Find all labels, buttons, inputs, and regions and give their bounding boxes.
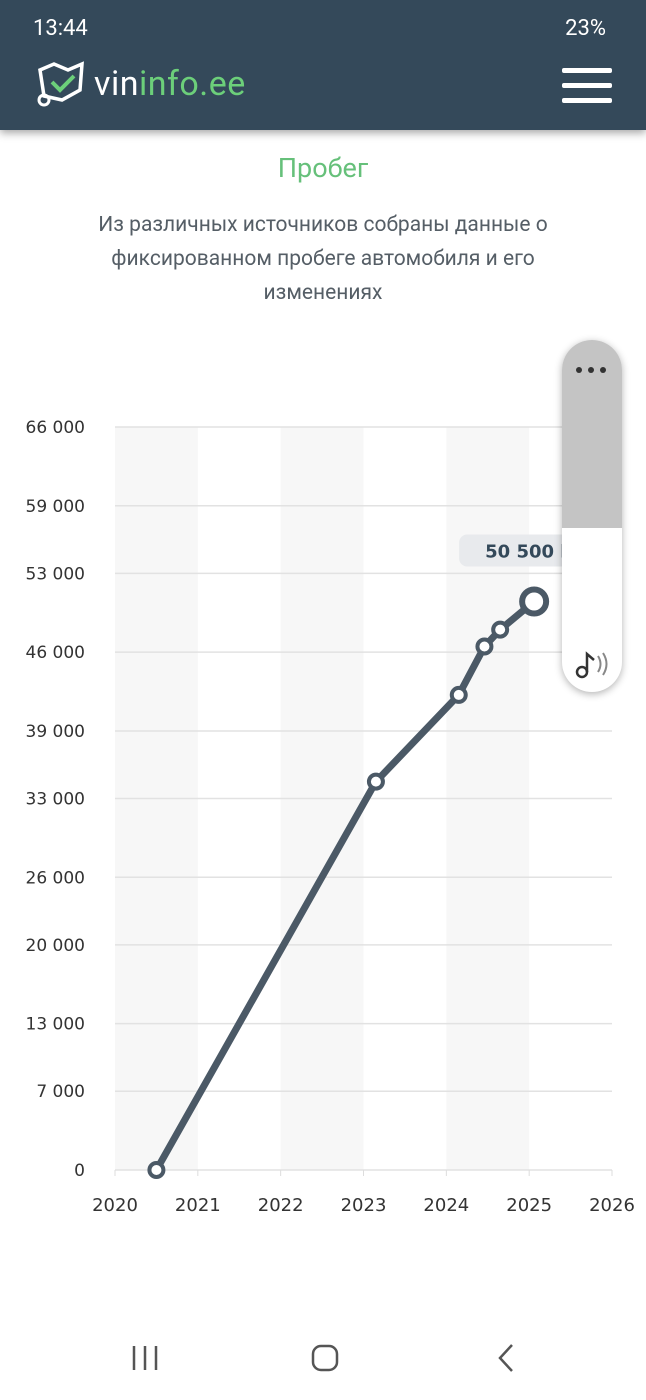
x-tick-label: 2022: [258, 1195, 304, 1216]
section-title: Пробег: [277, 152, 369, 184]
point: [519, 586, 550, 617]
x-tick-label: 2025: [506, 1195, 552, 1216]
x-tick-label: 2026: [589, 1195, 635, 1216]
logo-text: vin: [94, 64, 140, 104]
y-tick-label: 13 000: [26, 1015, 85, 1035]
x-tick-label: 2020: [92, 1195, 138, 1216]
nav-home[interactable]: [311, 1344, 339, 1372]
x-tick-label: 2021: [175, 1195, 221, 1216]
point: [491, 620, 510, 639]
y-tick-label: 39 000: [26, 722, 85, 742]
point: [449, 685, 468, 704]
nav-recents[interactable]: [132, 1346, 158, 1370]
logo-text: info.ee: [139, 64, 246, 104]
logo-icon: [37, 61, 84, 107]
section-description: Из различных источников собраны данные о…: [98, 213, 548, 305]
x-tick-label: 2023: [341, 1195, 387, 1216]
chart: 0 7 000 13 000 20 000 26 000 33 000 39 000 46 0…: [26, 418, 635, 1216]
status-battery: 23%: [565, 16, 606, 41]
y-tick-label: 59 000: [26, 497, 85, 517]
y-tick-label: 46 000: [26, 643, 85, 663]
y-tick-label: 26 000: [26, 868, 85, 888]
logo[interactable]: vininfo.ee: [94, 64, 246, 104]
y-tick-label: 20 000: [26, 936, 85, 956]
tooltip-box: [459, 534, 580, 567]
status-time: 13:44: [33, 16, 88, 41]
y-tick-label: 0: [74, 1161, 85, 1181]
menu-button[interactable]: [560, 66, 614, 106]
y-tick-label: 66 000: [26, 418, 85, 438]
nav-bar: [132, 1344, 513, 1372]
y-tick-label: 33 000: [26, 790, 85, 810]
point: [366, 772, 385, 791]
app-header: 13:44 23% vininfo.ee: [0, 0, 646, 130]
x-tick-label: 2024: [423, 1195, 469, 1216]
point: [147, 1161, 166, 1179]
y-tick-label: 7 000: [36, 1082, 85, 1102]
y-tick-label: 53 000: [26, 564, 85, 584]
data-label: 50 500 k: [485, 541, 573, 562]
nav-back[interactable]: [498, 1344, 513, 1372]
point: [475, 637, 494, 656]
widget-icons: [575, 367, 608, 679]
volume-widget[interactable]: [562, 340, 622, 692]
